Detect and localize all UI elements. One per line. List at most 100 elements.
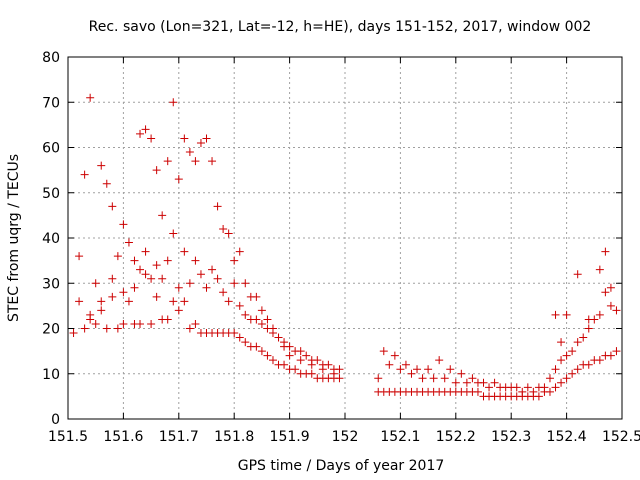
data-point xyxy=(545,374,554,383)
data-point xyxy=(191,157,200,166)
data-point xyxy=(257,319,266,328)
data-point xyxy=(202,283,211,292)
data-point xyxy=(108,274,117,283)
data-point xyxy=(241,338,250,347)
x-tick-label: 152.4 xyxy=(547,429,587,445)
data-point xyxy=(551,310,560,319)
data-point xyxy=(180,247,189,256)
data-point xyxy=(208,157,217,166)
data-point xyxy=(324,360,333,369)
data-point xyxy=(169,297,178,306)
data-point xyxy=(235,333,244,342)
data-point xyxy=(75,252,84,261)
data-point xyxy=(158,274,167,283)
data-point xyxy=(329,369,338,378)
data-point xyxy=(440,374,449,383)
y-tick-label: 50 xyxy=(42,186,60,202)
data-point xyxy=(119,319,128,328)
data-point xyxy=(152,166,161,175)
data-point xyxy=(163,315,172,324)
data-point xyxy=(307,369,316,378)
grid xyxy=(68,57,622,419)
data-point xyxy=(573,338,582,347)
data-point xyxy=(606,351,615,360)
data-point xyxy=(163,157,172,166)
data-point xyxy=(485,383,494,392)
data-point xyxy=(113,252,122,261)
data-point xyxy=(230,329,239,338)
data-point xyxy=(169,98,178,107)
data-point xyxy=(235,247,244,256)
data-point xyxy=(606,283,615,292)
data-point xyxy=(141,270,150,279)
data-point xyxy=(252,342,261,351)
data-point xyxy=(551,365,560,374)
y-tick-label: 60 xyxy=(42,141,60,157)
data-point xyxy=(291,365,300,374)
data-point xyxy=(396,365,405,374)
data-point xyxy=(202,134,211,143)
data-point xyxy=(86,93,95,102)
data-point xyxy=(435,356,444,365)
data-point xyxy=(97,297,106,306)
x-tick-label: 151.6 xyxy=(103,429,143,445)
x-axis-label: GPS time / Days of year 2017 xyxy=(238,458,445,474)
data-point xyxy=(557,378,566,387)
data-point xyxy=(612,306,621,315)
data-point xyxy=(91,319,100,328)
data-point xyxy=(601,247,610,256)
data-point xyxy=(374,374,383,383)
data-point xyxy=(230,256,239,265)
y-tick-label: 20 xyxy=(42,322,60,338)
y-tick-label: 80 xyxy=(42,50,60,66)
data-point xyxy=(302,351,311,360)
data-point xyxy=(241,279,250,288)
data-point xyxy=(446,365,455,374)
y-axis-label: STEC from uqrg / TECUs xyxy=(6,154,22,322)
data-point xyxy=(335,374,344,383)
data-point xyxy=(385,360,394,369)
y-tick-label: 30 xyxy=(42,276,60,292)
data-point xyxy=(257,306,266,315)
data-point xyxy=(512,383,521,392)
data-point xyxy=(185,324,194,333)
data-point xyxy=(152,292,161,301)
data-point xyxy=(174,306,183,315)
data-point xyxy=(124,238,133,247)
data-point xyxy=(562,310,571,319)
data-point xyxy=(473,387,482,396)
data-point xyxy=(595,310,604,319)
data-point xyxy=(268,329,277,338)
data-point xyxy=(213,274,222,283)
x-tick-label: 151.5 xyxy=(48,429,88,445)
data-point xyxy=(568,369,577,378)
data-point xyxy=(191,256,200,265)
data-point xyxy=(257,347,266,356)
data-point xyxy=(152,261,161,270)
data-point xyxy=(196,138,205,147)
data-point xyxy=(313,356,322,365)
data-point xyxy=(180,297,189,306)
data-point xyxy=(219,288,228,297)
data-point xyxy=(230,279,239,288)
data-point xyxy=(573,365,582,374)
data-point xyxy=(141,247,150,256)
data-point xyxy=(540,383,549,392)
data-point xyxy=(263,315,272,324)
data-point xyxy=(263,324,272,333)
y-tick-label: 40 xyxy=(42,231,60,247)
data-point xyxy=(80,324,89,333)
y-tick-label: 0 xyxy=(51,412,60,428)
x-tick-label: 152.5 xyxy=(602,429,640,445)
data-point xyxy=(296,347,305,356)
data-point xyxy=(224,229,233,238)
data-point xyxy=(136,129,145,138)
x-tick-label: 152.1 xyxy=(380,429,420,445)
data-point xyxy=(158,211,167,220)
axis-ticks: 151.5 151.6 151.7 151.8 151.9 152 152.1 152.2 15… xyxy=(42,50,640,445)
data-point xyxy=(124,297,133,306)
data-point xyxy=(318,365,327,374)
data-point xyxy=(97,306,106,315)
chart-title: Rec. savo (Lon=321, Lat=-12, h=HE), days… xyxy=(89,19,592,35)
data-point xyxy=(418,374,427,383)
